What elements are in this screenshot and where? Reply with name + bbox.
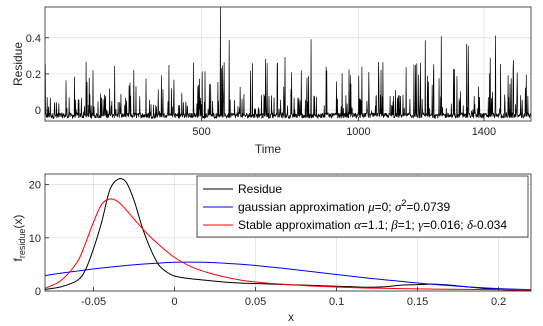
top-panel: 500 1000 1400 0 0.2 0.4 Time Residue — [11, 6, 532, 156]
legend-text-part: δ — [467, 217, 474, 232]
legend-label-3: Stable approximation α=1.1; β=1; γ=0.016… — [238, 217, 507, 232]
bottom-xtick-label: 0.05 — [245, 296, 266, 308]
top-xtick-label: 1400 — [472, 126, 496, 138]
legend-text-part: =1; — [398, 218, 418, 232]
bottom-xtick-label: 0.15 — [407, 296, 428, 308]
bottom-ytick-label: 0 — [35, 286, 41, 298]
legend-text-part: =0; — [375, 200, 395, 214]
legend-text-part: =0.0739 — [406, 200, 450, 214]
legend-text-part: α — [354, 217, 362, 232]
ylabel-suffix: (x) — [11, 215, 25, 229]
legend-text-part: =1.1; — [361, 218, 391, 232]
top-xtick-label: 500 — [192, 126, 210, 138]
legend-text-part: σ — [395, 199, 402, 214]
top-series-line — [44, 6, 532, 120]
legend-text-part: Stable approximation — [238, 218, 354, 232]
top-ylabel: Residue — [11, 42, 25, 86]
top-xtick-label: 1000 — [346, 126, 370, 138]
ylabel-sub: residue — [17, 229, 27, 259]
bottom-ytick-label: 20 — [29, 180, 41, 192]
top-ytick-label: 0.4 — [26, 33, 41, 45]
bottom-xtick-label: 0.2 — [491, 296, 506, 308]
legend-label-1: Residue — [238, 182, 282, 196]
bottom-ylabel: fresidue(x) — [11, 215, 27, 262]
legend-text-part: β — [390, 217, 398, 232]
legend-text-part: =0.016; — [423, 218, 467, 232]
top-ytick-label: 0.2 — [26, 69, 41, 81]
top-series — [44, 6, 532, 120]
top-ticks: 500 1000 1400 0 0.2 0.4 — [26, 33, 496, 138]
ylabel-main: f — [11, 257, 25, 261]
bottom-xtick-label: 0 — [172, 296, 178, 308]
bottom-xtick-label: 0.1 — [329, 296, 344, 308]
bottom-ticks: -0.05 0 0.05 0.1 0.15 0.2 0 10 20 — [29, 180, 506, 308]
top-ytick-label: 0 — [35, 105, 41, 117]
legend-box — [196, 175, 529, 238]
bottom-series — [44, 178, 532, 292]
legend-text-part: γ — [418, 217, 424, 232]
legend-text-part: 2 — [401, 198, 406, 208]
legend-text-part: -0.034 — [473, 218, 507, 232]
bottom-xlabel: x — [288, 310, 294, 324]
legend-text-part: gaussian approximation — [238, 200, 368, 214]
bottom-ytick-label: 10 — [29, 233, 41, 245]
gaussian-approximation-line — [44, 261, 532, 291]
top-xlabel: Time — [255, 142, 282, 156]
top-axes-box — [44, 6, 532, 122]
legend-text-part: μ — [367, 199, 375, 214]
bottom-xtick-label: -0.05 — [81, 296, 106, 308]
bottom-axes-box — [44, 173, 532, 292]
stable-approximation-line — [44, 198, 532, 291]
legend-label-2: gaussian approximation μ=0; σ2=0.0739 — [238, 198, 450, 214]
